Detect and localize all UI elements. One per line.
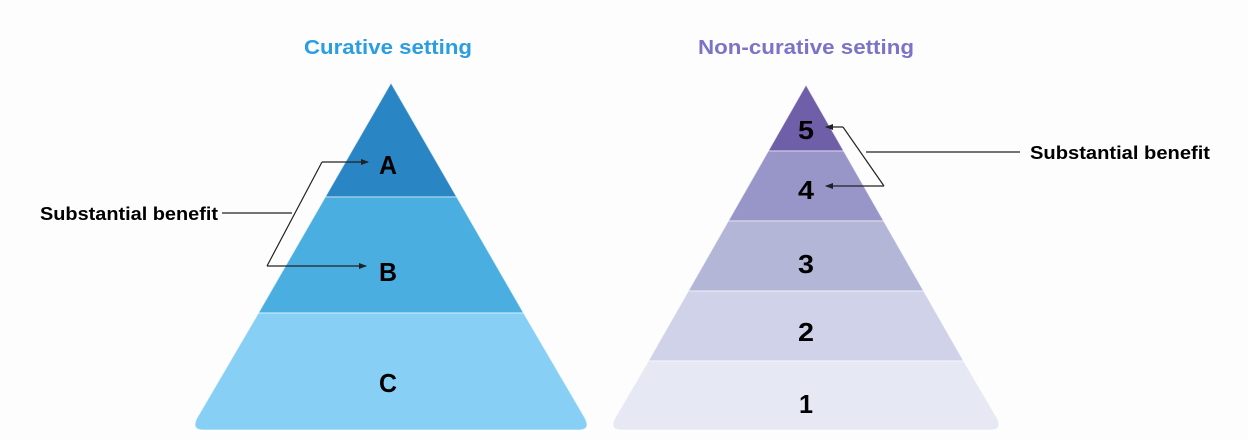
- level-label-4: 4: [798, 175, 815, 205]
- pyramid-level-1: [612, 360, 1000, 431]
- level-label-c: C: [379, 368, 397, 398]
- curative-title: Curative setting: [304, 37, 472, 59]
- curative-annotation: Substantial benefit: [40, 204, 218, 224]
- pyramid-level-b: [257, 196, 525, 314]
- non-curative-title: Non-curative setting: [698, 37, 914, 59]
- level-label-3: 3: [798, 249, 814, 279]
- level-label-5: 5: [798, 115, 814, 145]
- non-curative-pyramid: [612, 83, 1000, 431]
- level-label-2: 2: [798, 317, 814, 347]
- non-curative-annotation: Substantial benefit: [1030, 143, 1210, 163]
- level-label-b: B: [379, 257, 397, 287]
- pyramid-level-c: [194, 312, 588, 431]
- level-label-1: 1: [799, 389, 813, 419]
- annotation-bracket: [842, 126, 885, 187]
- annotation-bracket: [266, 161, 323, 267]
- curative-pyramid: [194, 81, 588, 431]
- level-label-a: A: [379, 150, 397, 180]
